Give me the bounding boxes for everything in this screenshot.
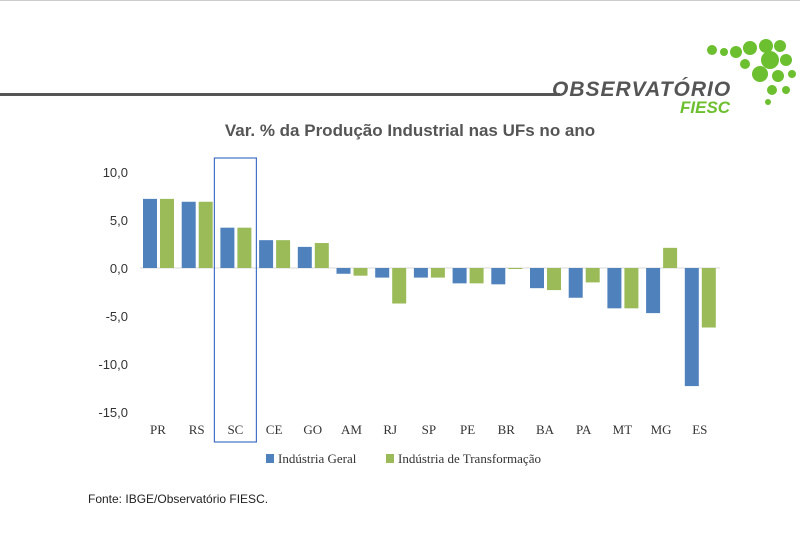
x-tick-label: MG (651, 422, 672, 437)
top-border (0, 0, 800, 1)
bar-CE-transformacao (276, 240, 291, 268)
bar-MG-transformacao (663, 247, 678, 268)
bar-PA-geral (568, 268, 583, 298)
x-tick-label: SP (422, 422, 436, 437)
y-tick-label: 10,0 (103, 165, 128, 180)
highlight-box (213, 157, 257, 443)
chart-title: Var. % da Produção Industrial nas UFs no… (225, 121, 595, 140)
logo-bar (0, 93, 560, 96)
x-tick-label: GO (303, 422, 322, 437)
y-tick-label: 5,0 (110, 213, 128, 228)
bar-RJ-transformacao (392, 268, 407, 304)
bar-ES-geral (684, 268, 699, 387)
bar-PE-transformacao (469, 268, 484, 284)
x-tick-label: RS (189, 422, 205, 437)
bar-MT-geral (607, 268, 622, 309)
x-tick-label: AM (341, 422, 362, 437)
bar-RS-transformacao (198, 201, 213, 268)
bar-SP-geral (413, 268, 428, 278)
legend-label: Indústria de Transformação (398, 451, 541, 466)
bar-GO-transformacao (314, 243, 329, 268)
x-tick-label: PE (460, 422, 475, 437)
bar-BA-geral (530, 268, 544, 289)
x-tick-label: PR (150, 422, 166, 437)
y-tick-label: 0,0 (110, 261, 128, 276)
x-tick-label: BA (536, 422, 555, 437)
source-note: Fonte: IBGE/Observatório FIESC. (88, 492, 269, 506)
bar-SC-transformacao (237, 227, 252, 268)
legend-label: Indústria Geral (278, 451, 357, 466)
x-tick-label: RJ (383, 422, 397, 437)
bar-PR-geral (143, 198, 157, 268)
x-tick-label: PA (576, 422, 592, 437)
bar-RS-geral (181, 201, 196, 268)
legend-swatch (266, 454, 274, 463)
bar-PR-transformacao (160, 198, 174, 268)
logo-name: OBSERVATÓRIO (552, 78, 732, 101)
bar-MT-transformacao (624, 268, 639, 309)
x-tick-label: ES (692, 422, 707, 437)
bar-RJ-geral (375, 268, 390, 278)
x-tick-label: SC (227, 422, 243, 437)
bar-PA-transformacao (585, 268, 600, 283)
bar-BA-transformacao (547, 268, 561, 291)
bar-ES-transformacao (701, 268, 716, 328)
y-tick-label: -15,0 (98, 405, 128, 420)
bar-MG-geral (646, 268, 661, 314)
bar-SC-geral (220, 227, 235, 268)
bar-BR-transformacao (508, 268, 523, 269)
logo-dots (707, 39, 796, 105)
x-tick-label: CE (266, 422, 283, 437)
bar-AM-transformacao (353, 268, 368, 276)
y-tick-label: -10,0 (98, 357, 128, 372)
x-tick-label: BR (498, 422, 516, 437)
bar-PE-geral (452, 268, 467, 284)
bar-AM-geral (336, 268, 351, 274)
x-tick-label: MT (613, 422, 633, 437)
legend-swatch (386, 454, 394, 463)
bar-BR-geral (491, 268, 506, 285)
y-tick-label: -5,0 (106, 309, 128, 324)
bar-SP-transformacao (430, 268, 445, 278)
bar-CE-geral (259, 240, 274, 268)
logo-sub: FIESC (680, 98, 731, 117)
bar-GO-geral (297, 246, 312, 268)
